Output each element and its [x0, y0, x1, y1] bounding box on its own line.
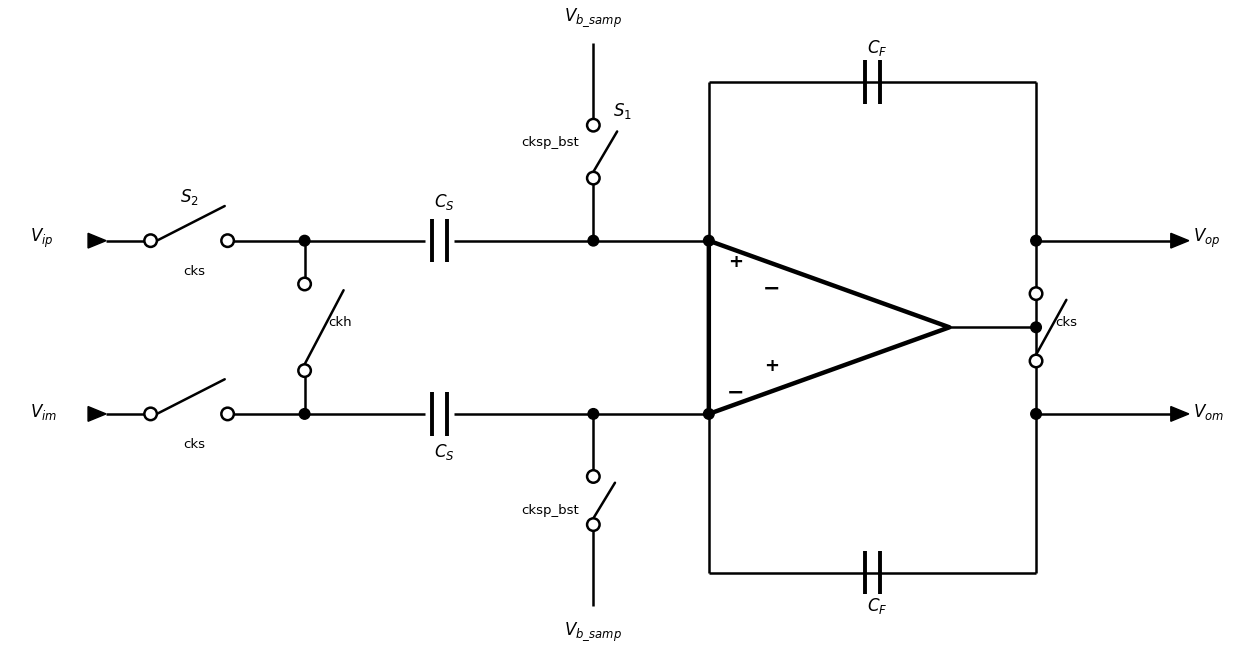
Text: $V_{b\_samp}$: $V_{b\_samp}$ [564, 6, 622, 29]
Text: $C_F$: $C_F$ [867, 38, 888, 58]
Circle shape [1030, 322, 1042, 332]
Text: $C_S$: $C_S$ [434, 192, 455, 212]
Circle shape [222, 234, 234, 247]
Text: ckh: ckh [329, 316, 352, 329]
Text: $V_{op}$: $V_{op}$ [1193, 227, 1220, 251]
Circle shape [703, 236, 714, 246]
Circle shape [1030, 409, 1042, 419]
Text: +: + [728, 253, 743, 271]
Circle shape [144, 234, 157, 247]
Text: $V_{im}$: $V_{im}$ [30, 402, 57, 422]
Polygon shape [1171, 406, 1189, 421]
Circle shape [299, 409, 310, 419]
Circle shape [703, 409, 714, 419]
Text: $V_{ip}$: $V_{ip}$ [30, 227, 53, 251]
Text: −: − [727, 383, 744, 403]
Circle shape [587, 471, 600, 483]
Circle shape [588, 236, 599, 246]
Circle shape [222, 408, 234, 420]
Text: $V_{b\_samp}$: $V_{b\_samp}$ [564, 621, 622, 643]
Text: $S_1$: $S_1$ [613, 101, 631, 121]
Text: $S_2$: $S_2$ [180, 188, 198, 208]
Text: cks: cks [184, 265, 205, 278]
Text: $C_F$: $C_F$ [867, 596, 888, 617]
Circle shape [144, 408, 157, 420]
Text: +: + [764, 357, 779, 374]
Circle shape [588, 409, 599, 419]
Polygon shape [88, 233, 107, 248]
Text: cks: cks [184, 438, 205, 451]
Text: cksp_bst: cksp_bst [521, 504, 579, 517]
Text: cksp_bst: cksp_bst [521, 136, 579, 149]
Circle shape [299, 364, 311, 377]
Polygon shape [88, 406, 107, 421]
Circle shape [1029, 288, 1043, 300]
Circle shape [587, 519, 600, 531]
Circle shape [299, 236, 310, 246]
Circle shape [1029, 355, 1043, 367]
Text: $V_{om}$: $V_{om}$ [1193, 402, 1224, 422]
Circle shape [1030, 236, 1042, 246]
Circle shape [299, 278, 311, 290]
Text: cks: cks [1055, 316, 1078, 329]
Circle shape [587, 119, 600, 132]
Circle shape [587, 172, 600, 184]
Text: $C_S$: $C_S$ [434, 443, 455, 462]
Text: −: − [763, 279, 780, 299]
Polygon shape [1171, 233, 1189, 248]
